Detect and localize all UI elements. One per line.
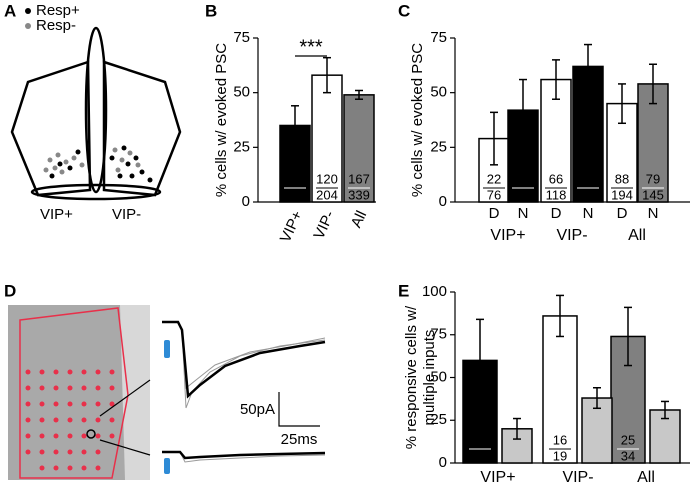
panel-label: C xyxy=(398,1,410,20)
legend-dot xyxy=(25,23,31,29)
y-tick-label: 0 xyxy=(242,193,250,210)
fraction-denominator: 339 xyxy=(348,187,370,202)
y-tick-label: 25 xyxy=(430,411,447,428)
fraction-denominator: 76 xyxy=(487,187,501,202)
y-tick-label: 50 xyxy=(233,84,250,101)
group-label: All xyxy=(637,469,655,486)
y-tick-label: 75 xyxy=(430,29,447,46)
fraction-numerator: 54 xyxy=(581,171,595,186)
fraction-denominator: 194 xyxy=(611,187,633,202)
recording: 50pA 25ms xyxy=(8,305,326,480)
x-tick-label: VIP+ xyxy=(277,208,306,245)
y-tick-label: 25 xyxy=(233,138,250,155)
group-label: VIP+ xyxy=(480,469,515,486)
outline xyxy=(30,183,162,201)
x-tick-label: N xyxy=(583,205,594,222)
bar xyxy=(311,74,343,203)
y-tick-label: 50 xyxy=(430,368,447,385)
panel-label: A xyxy=(4,1,16,20)
fraction-numerator: 167 xyxy=(348,171,370,186)
schematic: Resp+ Resp- VIP+ VIP- xyxy=(10,2,182,223)
panel-label: D xyxy=(4,281,16,300)
fraction-denominator: 15 xyxy=(473,448,487,463)
bar xyxy=(542,315,578,464)
x-tick-label: N xyxy=(648,205,659,222)
fraction-denominator: 59 xyxy=(516,187,530,202)
panel-label: B xyxy=(205,1,217,20)
x-tick-label: D xyxy=(551,205,562,222)
group-label: VIP- xyxy=(562,469,593,486)
scale-label: 50pA xyxy=(240,401,275,418)
y-axis-label: % responsive cells w/ xyxy=(403,305,420,449)
fraction-denominator: 19 xyxy=(553,448,567,463)
panel-label: E xyxy=(398,281,409,300)
fraction-numerator: 47 xyxy=(288,171,302,186)
x-tick-label: VIP- xyxy=(310,208,338,242)
legend-label: Resp- xyxy=(36,17,76,34)
fraction-numerator: 120 xyxy=(316,171,338,186)
slice-image xyxy=(120,305,150,480)
group-label: VIP- xyxy=(556,227,587,244)
fraction-numerator: 25 xyxy=(621,432,635,447)
x-tick-label: All xyxy=(348,208,370,230)
y-axis-label: multiple inputs xyxy=(421,330,438,426)
y-tick-label: 100 xyxy=(422,283,447,300)
fraction-denominator: 118 xyxy=(546,187,567,202)
y-tick-label: 50 xyxy=(430,84,447,101)
legend-dot xyxy=(25,8,31,14)
region-outline xyxy=(19,307,129,479)
fraction-denominator: 145 xyxy=(642,187,664,202)
region-label: VIP+ xyxy=(40,206,73,223)
fraction-numerator: 16 xyxy=(553,432,567,447)
scale-label: 25ms xyxy=(281,431,318,448)
fraction-numerator: 22 xyxy=(487,171,501,186)
x-tick-label: D xyxy=(489,205,500,222)
fraction-numerator: 9 xyxy=(476,432,483,447)
fraction-denominator: 204 xyxy=(316,187,338,202)
y-tick-label: 75 xyxy=(430,326,447,343)
x-tick-label: N xyxy=(518,205,529,222)
legend-label: Resp+ xyxy=(36,2,80,19)
outline xyxy=(84,26,108,194)
group-label: All xyxy=(628,227,646,244)
x-tick-label: D xyxy=(617,205,628,222)
region-label: VIP- xyxy=(112,206,141,223)
fraction-numerator: 79 xyxy=(646,171,660,186)
y-axis-label: % cells w/ evoked PSC xyxy=(213,43,230,197)
y-tick-label: 0 xyxy=(439,193,447,210)
significance-label: *** xyxy=(299,36,323,58)
group-label: VIP+ xyxy=(490,227,525,244)
outline xyxy=(102,60,182,197)
fraction-denominator: 135 xyxy=(284,187,306,202)
fraction-denominator: 86 xyxy=(581,187,595,202)
fraction-numerator: 66 xyxy=(549,171,563,186)
fraction-numerator: 88 xyxy=(615,171,629,186)
y-axis-label: % cells w/ evoked PSC xyxy=(409,43,426,197)
bar xyxy=(343,94,375,203)
y-tick-label: 25 xyxy=(430,138,447,155)
bar xyxy=(606,102,638,203)
fraction-denominator: 34 xyxy=(621,448,635,463)
y-tick-label: 0 xyxy=(439,454,447,471)
fraction-numerator: 25 xyxy=(516,171,530,186)
y-tick-label: 75 xyxy=(233,29,250,46)
